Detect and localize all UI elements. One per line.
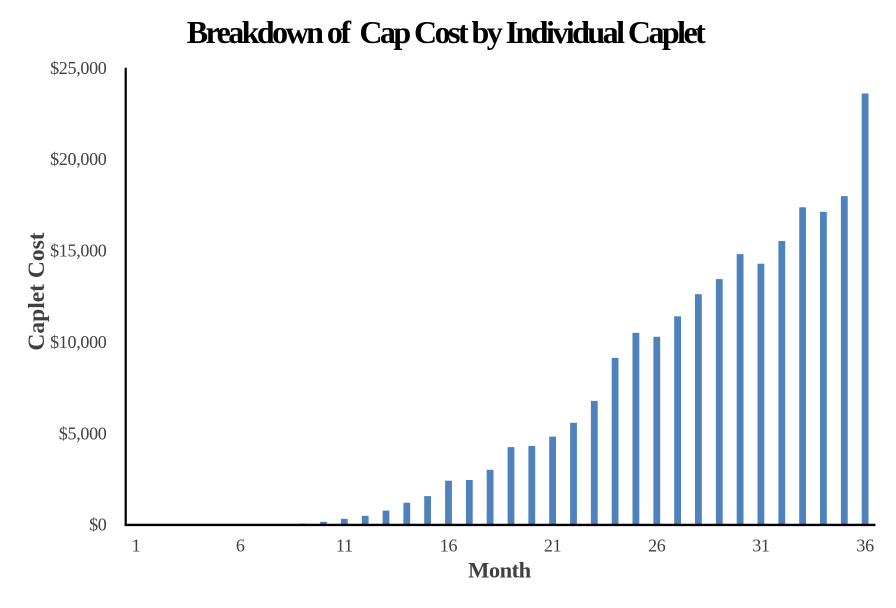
- svg-text:$20,000: $20,000: [50, 149, 107, 169]
- svg-text:$25,000: $25,000: [50, 58, 107, 78]
- svg-text:$0: $0: [89, 515, 107, 535]
- svg-text:26: 26: [648, 536, 666, 556]
- svg-text:$15,000: $15,000: [50, 241, 107, 261]
- svg-text:6: 6: [236, 536, 245, 556]
- svg-text:$5,000: $5,000: [59, 423, 107, 443]
- svg-text:$10,000: $10,000: [50, 332, 107, 352]
- svg-text:16: 16: [440, 536, 458, 556]
- svg-text:36: 36: [856, 536, 874, 556]
- svg-text:Breakdown of Cap Cost by Indi: Breakdown of Cap Cost by Individual Capl…: [187, 14, 706, 50]
- svg-text:21: 21: [544, 536, 561, 556]
- svg-text:1: 1: [132, 536, 141, 556]
- svg-text:Month: Month: [468, 558, 531, 583]
- svg-text:31: 31: [752, 536, 769, 556]
- svg-text:11: 11: [336, 536, 353, 556]
- svg-text:Caplet Cost: Caplet Cost: [24, 232, 50, 350]
